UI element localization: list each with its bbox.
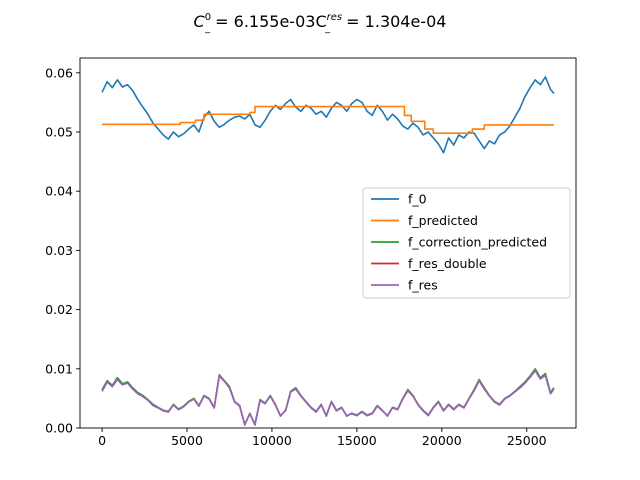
title-part2: = 6.155e-03C (210, 12, 327, 31)
x-tick-label: 10000 (252, 433, 292, 448)
x-tick-label: 20000 (422, 433, 462, 448)
y-tick-label: 0.03 (45, 243, 73, 258)
series-line-f-0 (101, 76, 555, 154)
legend-label-f-0: f_0 (408, 192, 427, 207)
y-tick-label: 0.04 (45, 184, 73, 199)
axes: 0 5000 10000 15000 20000 25000 0.00 0.01 0.02 0.0… (45, 57, 577, 448)
x-tick-label: 25000 (507, 433, 547, 448)
legend: f_0 f_predicted f_correction_predicted f_re… (362, 187, 571, 299)
y-tick-label: 0.05 (45, 125, 73, 140)
y-tick-label: 0.06 (45, 65, 73, 80)
title-part2-sub: _ (324, 23, 331, 34)
legend-label-f-correction-predicted: f_correction_predicted (408, 235, 547, 250)
series-line-f-predicted (102, 105, 554, 134)
x-tick-label: 0 (98, 433, 106, 448)
y-tick-label: 0.01 (45, 361, 73, 376)
title-part1: C (194, 12, 206, 31)
series-line-f-correction-predicted (101, 367, 555, 426)
plot-area (101, 76, 555, 426)
legend-label-f-res-double: f_res_double (408, 256, 487, 271)
title-part2-sup: res (327, 12, 342, 23)
legend-label-f-predicted: f_predicted (408, 213, 478, 228)
x-tick-label: 5000 (171, 433, 203, 448)
axes-frame (79, 57, 577, 429)
title-part1-sub: _ (204, 23, 211, 34)
legend-box (362, 187, 571, 299)
series-line-f-res (101, 369, 555, 426)
title-part3: = 1.304e-04 (341, 12, 446, 31)
series-line-f-res-double (101, 369, 555, 426)
title-part1-sup: 0 (205, 12, 211, 23)
legend-label-f-res: f_res (408, 278, 438, 293)
x-tick-label: 15000 (337, 433, 377, 448)
y-tick-label: 0.02 (45, 302, 73, 317)
y-tick-label: 0.00 (45, 421, 73, 436)
chart-title: C0 _ = 6.155e-03Cres _ = 1.304e-04 (194, 12, 447, 34)
